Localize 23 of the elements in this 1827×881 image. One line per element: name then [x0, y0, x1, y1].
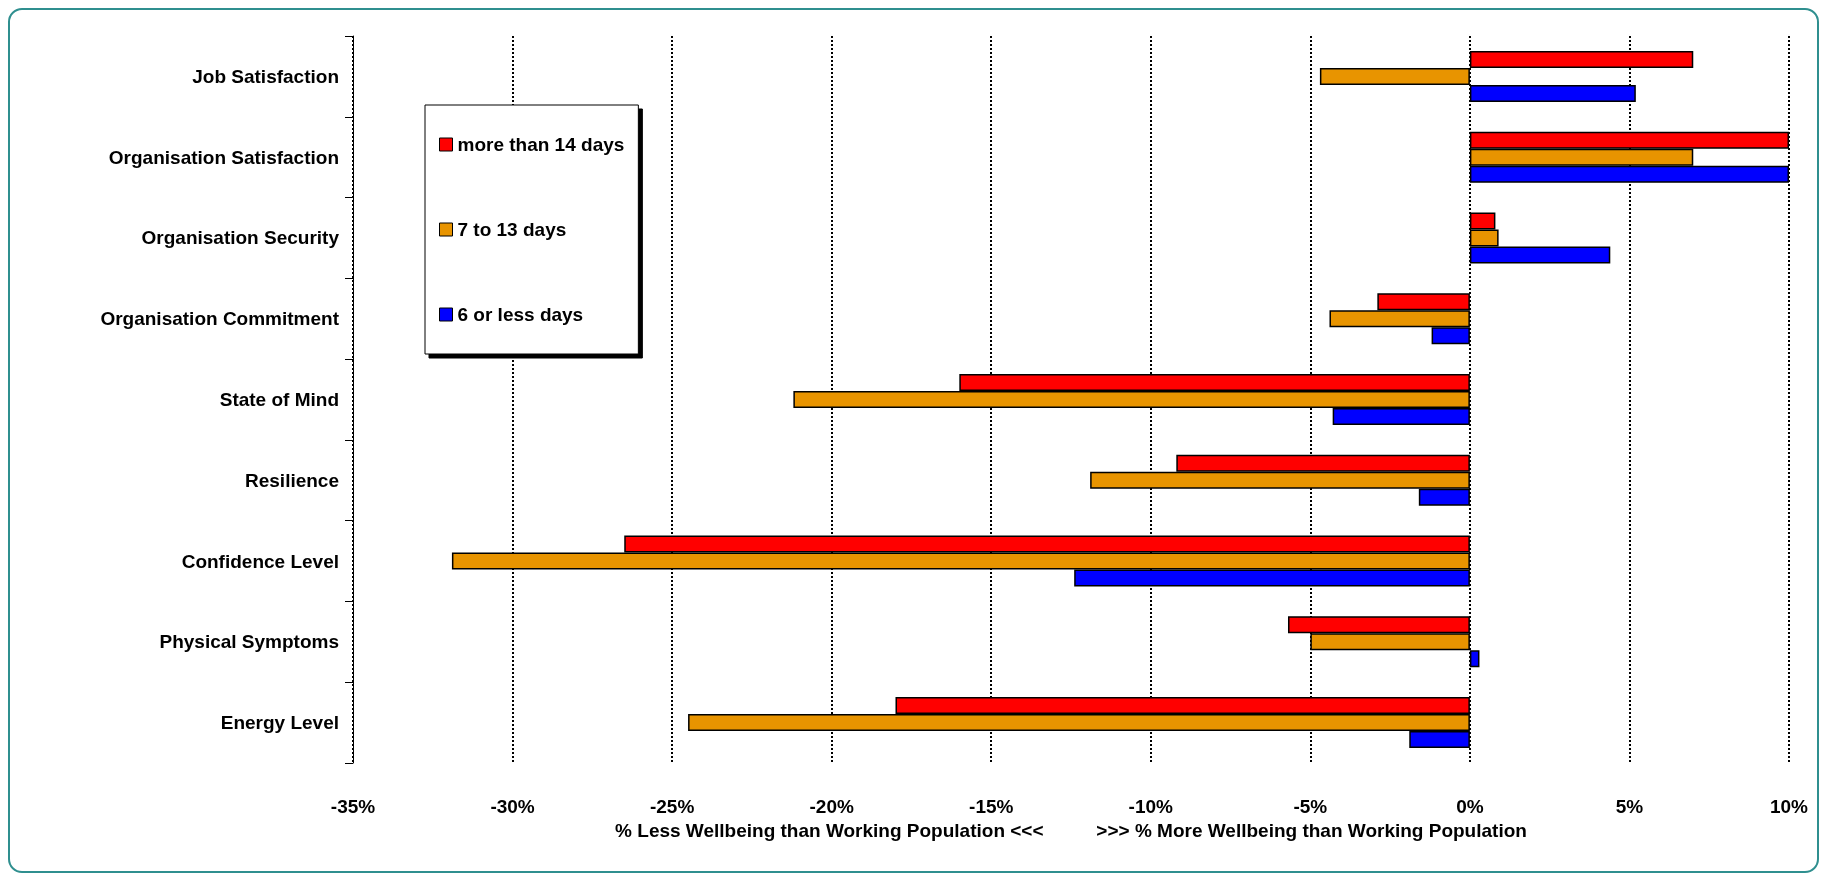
legend-label: 6 or less days: [457, 304, 584, 325]
y-tick-label: Energy Level: [220, 712, 339, 734]
x-tick-label: -5%: [1293, 796, 1328, 817]
legend-label: 7 to 13 days: [457, 219, 567, 240]
legend-label: more than 14 days: [457, 134, 625, 155]
x-tick-label: -30%: [490, 796, 535, 817]
x-tick-label: -15%: [969, 796, 1014, 817]
y-tick-label: State of Mind: [219, 389, 339, 410]
x-axis-title: % Less Wellbeing than Working Population <<< >>> % More Wellbeing than Working Population: [615, 819, 1527, 841]
x-tick-label: 5%: [1615, 796, 1644, 817]
x-tick-label: 10%: [1769, 796, 1809, 817]
y-tick-label: Organisation Commitment: [100, 308, 340, 330]
y-tick-label: Job Satisfaction: [192, 65, 339, 87]
y-tick-label: Resilience: [245, 469, 339, 491]
y-tick-label: Organisation Security: [141, 227, 340, 249]
x-tick-label: -10%: [1128, 796, 1174, 817]
y-tick-label: Physical Symptoms: [159, 631, 339, 653]
y-tick-label: Confidence Level: [181, 550, 339, 572]
y-tick-label: Organisation Satisfaction: [108, 146, 339, 168]
x-tick-label: -25%: [649, 796, 695, 817]
x-tick-label: 0%: [1456, 796, 1484, 817]
x-tick-label: -35%: [330, 796, 376, 817]
x-tick-label: -20%: [809, 796, 854, 817]
